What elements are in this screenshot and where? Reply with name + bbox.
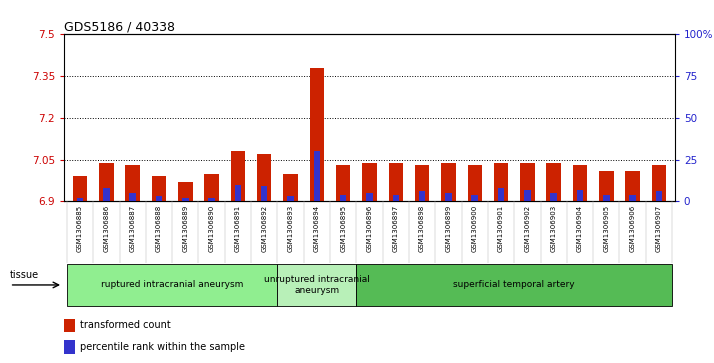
Bar: [652, 165, 666, 201]
Bar: [283, 174, 298, 201]
Bar: [178, 182, 193, 201]
Bar: [415, 165, 429, 201]
Text: GDS5186 / 40338: GDS5186 / 40338: [64, 20, 175, 33]
Bar: [573, 165, 587, 201]
Bar: [152, 176, 166, 201]
Text: GSM1306906: GSM1306906: [630, 205, 635, 252]
Bar: [257, 154, 271, 201]
Text: GSM1306895: GSM1306895: [340, 205, 346, 252]
Bar: [204, 174, 219, 201]
Text: GSM1306899: GSM1306899: [446, 205, 451, 252]
Text: GSM1306903: GSM1306903: [550, 205, 557, 252]
Bar: [126, 165, 140, 201]
Text: GSM1306907: GSM1306907: [656, 205, 662, 252]
Text: GSM1306897: GSM1306897: [393, 205, 399, 252]
Bar: [156, 196, 162, 201]
Bar: [77, 198, 84, 201]
Text: GSM1306892: GSM1306892: [261, 205, 267, 252]
Text: GSM1306900: GSM1306900: [472, 205, 478, 252]
Text: transformed count: transformed count: [80, 321, 171, 330]
Bar: [524, 190, 531, 201]
Text: GSM1306893: GSM1306893: [288, 205, 293, 252]
Bar: [498, 188, 504, 201]
Text: GSM1306887: GSM1306887: [130, 205, 136, 252]
Bar: [599, 171, 613, 201]
Text: ruptured intracranial aneurysm: ruptured intracranial aneurysm: [101, 281, 243, 289]
Bar: [445, 193, 452, 201]
FancyBboxPatch shape: [67, 264, 278, 306]
Text: GSM1306886: GSM1306886: [104, 205, 109, 252]
Bar: [310, 68, 324, 201]
Text: GSM1306891: GSM1306891: [235, 205, 241, 252]
Bar: [468, 165, 482, 201]
Bar: [336, 165, 351, 201]
Text: GSM1306905: GSM1306905: [603, 205, 609, 252]
Bar: [441, 163, 456, 201]
Text: GSM1306896: GSM1306896: [366, 205, 373, 252]
FancyBboxPatch shape: [356, 264, 672, 306]
Bar: [73, 176, 87, 201]
Bar: [362, 163, 377, 201]
Bar: [64, 340, 75, 354]
Text: GSM1306894: GSM1306894: [314, 205, 320, 252]
Text: unruptured intracranial
aneurysm: unruptured intracranial aneurysm: [264, 275, 370, 295]
Text: tissue: tissue: [9, 270, 39, 280]
Text: GSM1306898: GSM1306898: [419, 205, 425, 252]
Bar: [603, 195, 610, 201]
Bar: [99, 163, 114, 201]
Text: GSM1306885: GSM1306885: [77, 205, 83, 252]
Text: GSM1306901: GSM1306901: [498, 205, 504, 252]
Bar: [655, 191, 662, 201]
Bar: [471, 195, 478, 201]
Bar: [550, 193, 557, 201]
Bar: [340, 195, 346, 201]
Bar: [577, 190, 583, 201]
Text: GSM1306890: GSM1306890: [208, 205, 215, 252]
Text: GSM1306902: GSM1306902: [524, 205, 531, 252]
Text: GSM1306904: GSM1306904: [577, 205, 583, 252]
Bar: [388, 163, 403, 201]
Bar: [261, 187, 268, 201]
Bar: [231, 151, 245, 201]
Bar: [182, 198, 188, 201]
Bar: [287, 196, 294, 201]
Bar: [313, 151, 320, 201]
Bar: [208, 198, 215, 201]
Bar: [546, 163, 561, 201]
Bar: [64, 319, 75, 332]
Bar: [629, 195, 636, 201]
Bar: [235, 185, 241, 201]
Bar: [366, 193, 373, 201]
Text: GSM1306888: GSM1306888: [156, 205, 162, 252]
Text: GSM1306889: GSM1306889: [182, 205, 188, 252]
Text: superficial temporal artery: superficial temporal artery: [453, 281, 575, 289]
Bar: [625, 171, 640, 201]
Bar: [419, 191, 426, 201]
Bar: [103, 188, 110, 201]
Bar: [393, 195, 399, 201]
Bar: [494, 163, 508, 201]
Bar: [520, 163, 535, 201]
Text: percentile rank within the sample: percentile rank within the sample: [80, 342, 246, 352]
Bar: [129, 193, 136, 201]
FancyBboxPatch shape: [278, 264, 356, 306]
